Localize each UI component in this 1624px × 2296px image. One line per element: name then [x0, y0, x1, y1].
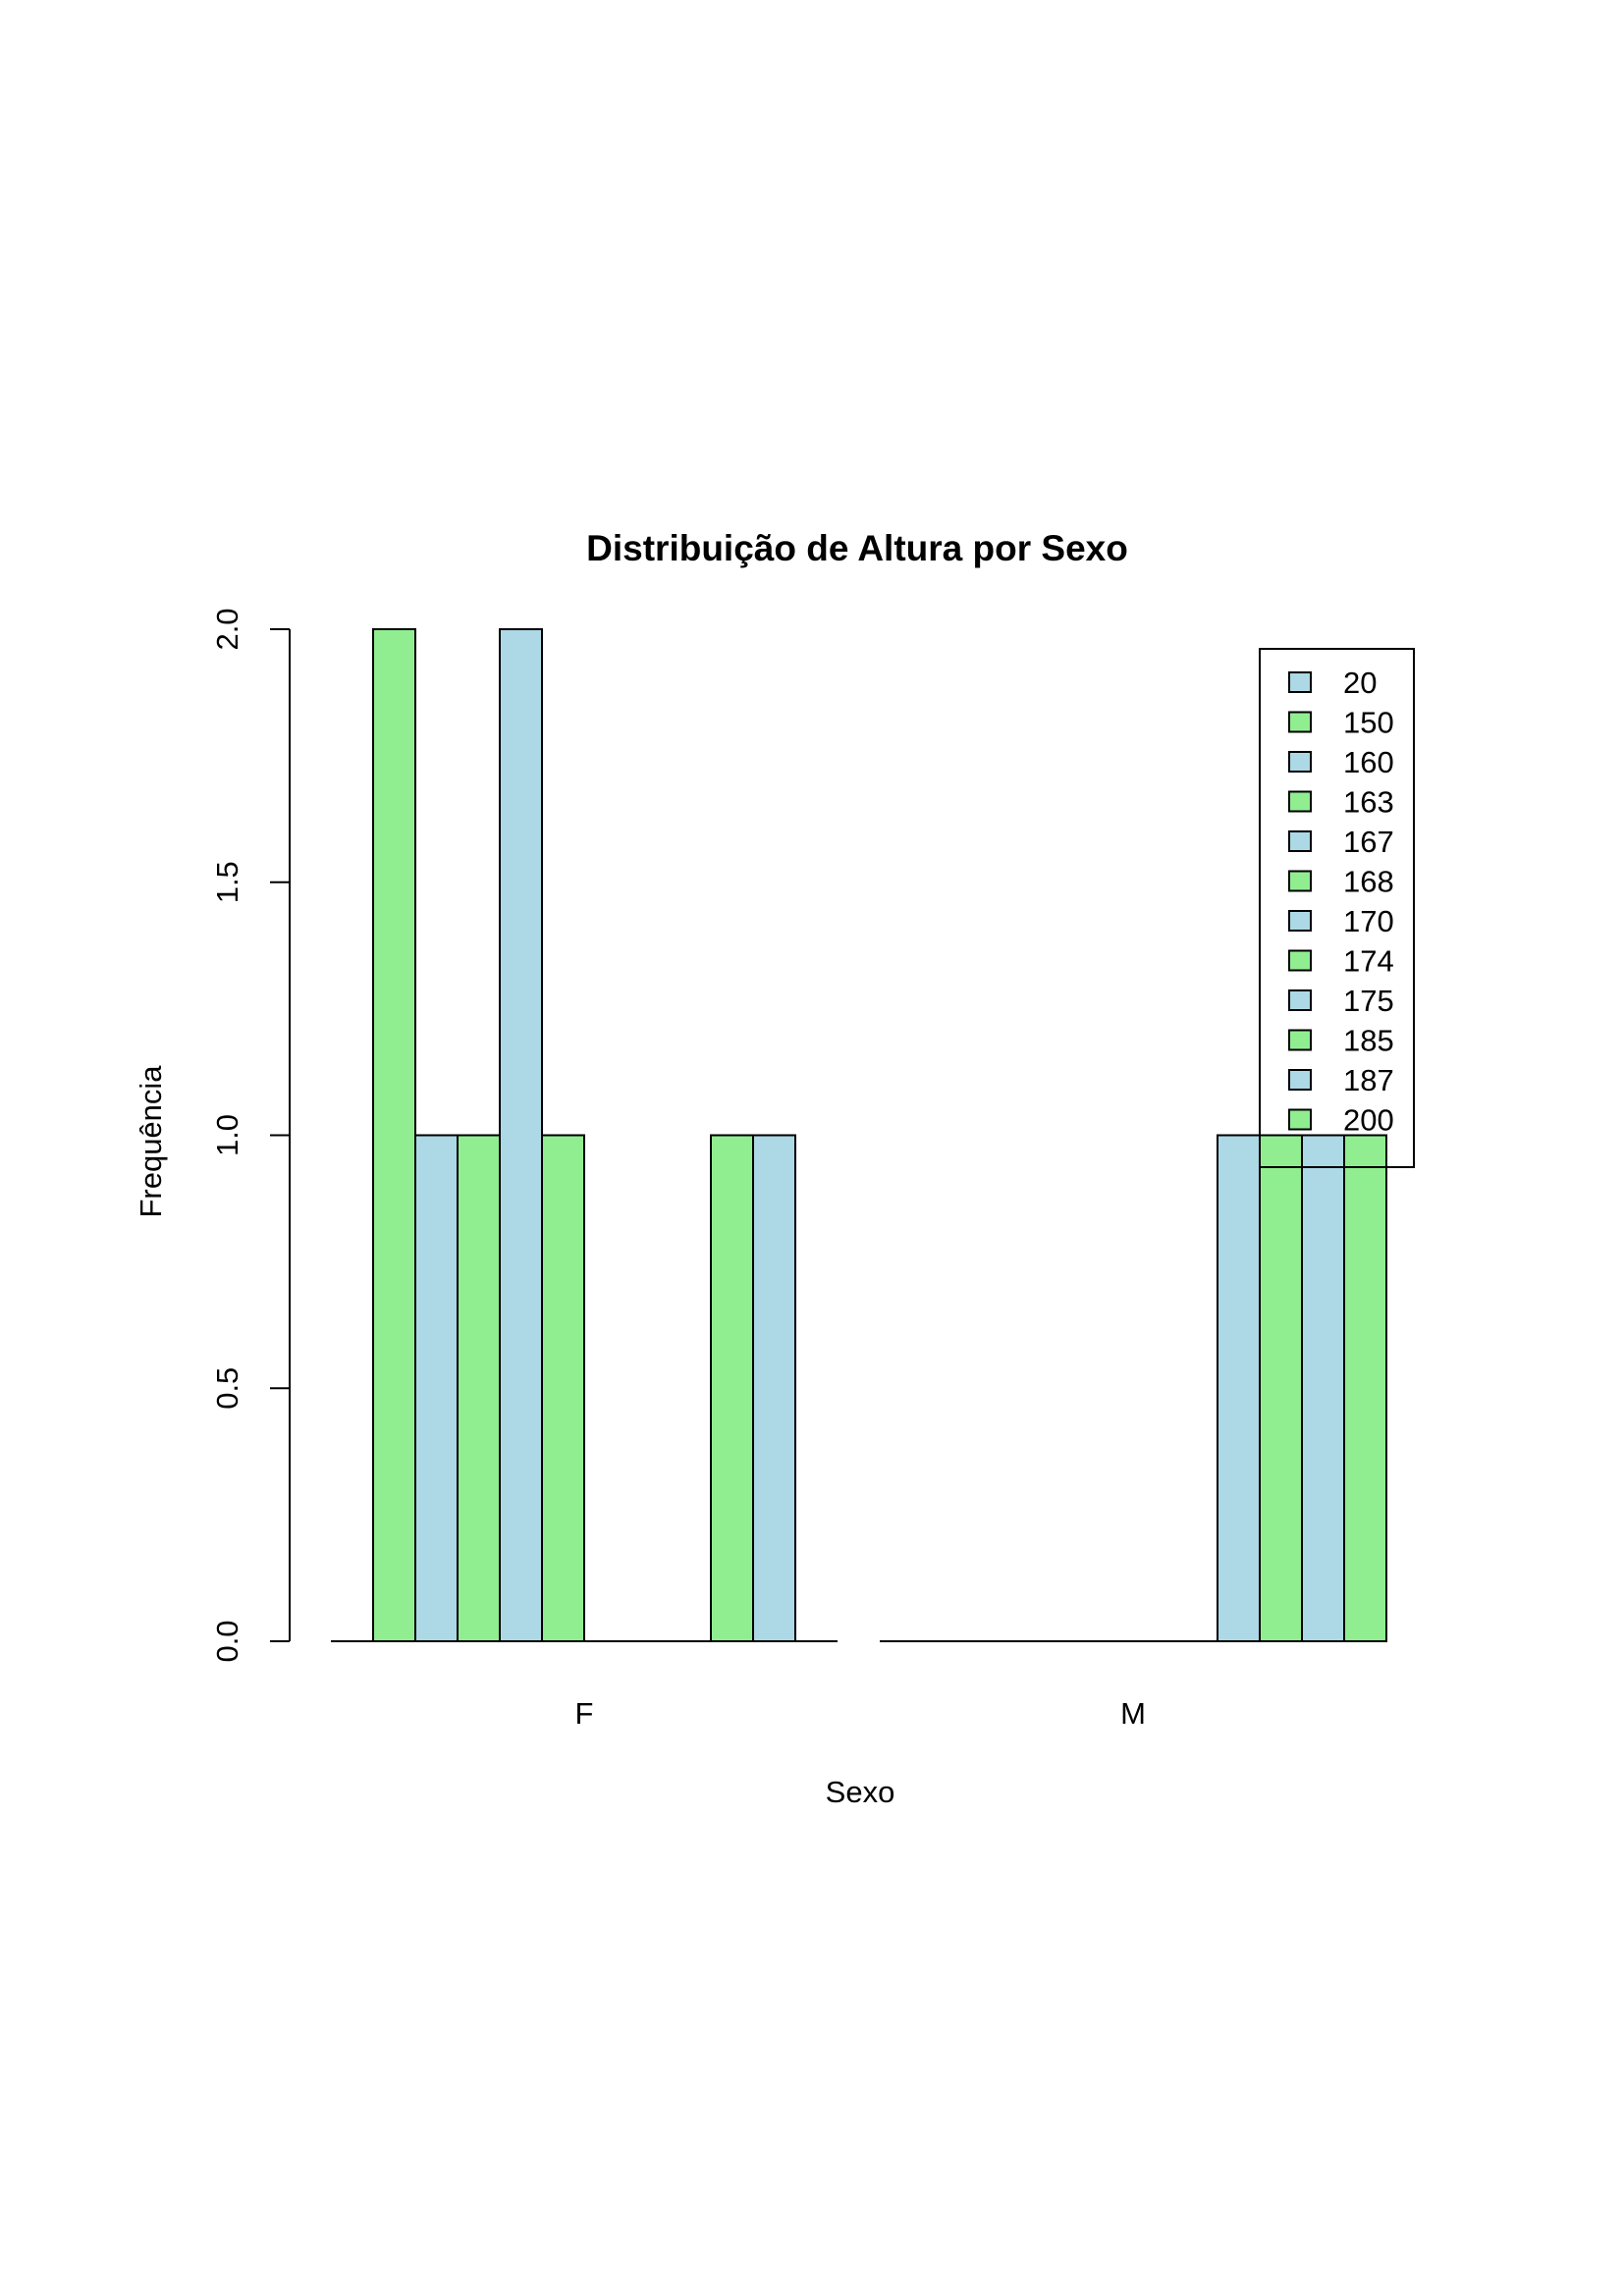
y-axis: 0.0 0.5 1.0 1.5 2.0	[210, 608, 291, 1663]
bar-F-150	[372, 628, 416, 1642]
bar-F-187	[752, 1134, 796, 1642]
legend-label: 167	[1343, 825, 1394, 859]
bar-M-175	[1217, 1134, 1261, 1642]
legend-swatch	[1288, 1029, 1312, 1051]
y-tick-label: 2.0	[210, 608, 244, 650]
legend-label: 150	[1343, 706, 1394, 740]
legend-label: 185	[1343, 1024, 1394, 1058]
bar-M-200	[1343, 1134, 1387, 1642]
legend-swatch	[1288, 671, 1312, 693]
legend-box	[1259, 648, 1415, 1168]
legend-swatch	[1288, 910, 1312, 932]
legend-swatch	[1288, 830, 1312, 852]
y-tick-label: 0.5	[210, 1367, 244, 1410]
bar-F-160	[414, 1134, 459, 1642]
bar-F-163	[457, 1134, 501, 1642]
legend-label: 175	[1343, 984, 1394, 1018]
legend-swatch	[1288, 711, 1312, 733]
y-axis-label: Frequência	[134, 1065, 168, 1218]
x-tick-label: F	[575, 1696, 594, 1731]
legend: 20 150 160 163 167 168 170 174 175 185 187 200	[1259, 648, 1415, 1168]
legend-label: 20	[1343, 666, 1377, 700]
y-tick-label: 1.0	[210, 1114, 244, 1156]
plot-bars	[331, 628, 1387, 1642]
x-tick-label: M	[1120, 1696, 1146, 1731]
legend-swatch	[1288, 870, 1312, 892]
legend-label: 187	[1343, 1063, 1394, 1097]
y-tick-label: 1.5	[210, 861, 244, 903]
bar-F-185	[710, 1134, 754, 1642]
chart-title: Distribuição de Altura por Sexo	[586, 528, 1128, 568]
x-axis-label: Sexo	[826, 1775, 895, 1809]
legend-label: 200	[1343, 1103, 1394, 1138]
legend-swatch	[1288, 1069, 1312, 1091]
legend-swatch	[1288, 790, 1312, 813]
legend-label: 174	[1343, 944, 1394, 979]
legend-label: 168	[1343, 865, 1394, 899]
legend-swatch	[1288, 751, 1312, 773]
bar-F-167	[499, 628, 543, 1642]
legend-label: 170	[1343, 904, 1394, 938]
legend-swatch	[1288, 949, 1312, 972]
bar-M-185	[1259, 1134, 1303, 1642]
bar-M-187	[1301, 1134, 1345, 1642]
legend-label: 160	[1343, 745, 1394, 779]
y-tick-label: 0.0	[210, 1620, 244, 1662]
legend-swatch	[1288, 989, 1312, 1011]
bar-F-168	[541, 1134, 585, 1642]
legend-label: 163	[1343, 785, 1394, 820]
legend-swatch	[1288, 1108, 1312, 1131]
